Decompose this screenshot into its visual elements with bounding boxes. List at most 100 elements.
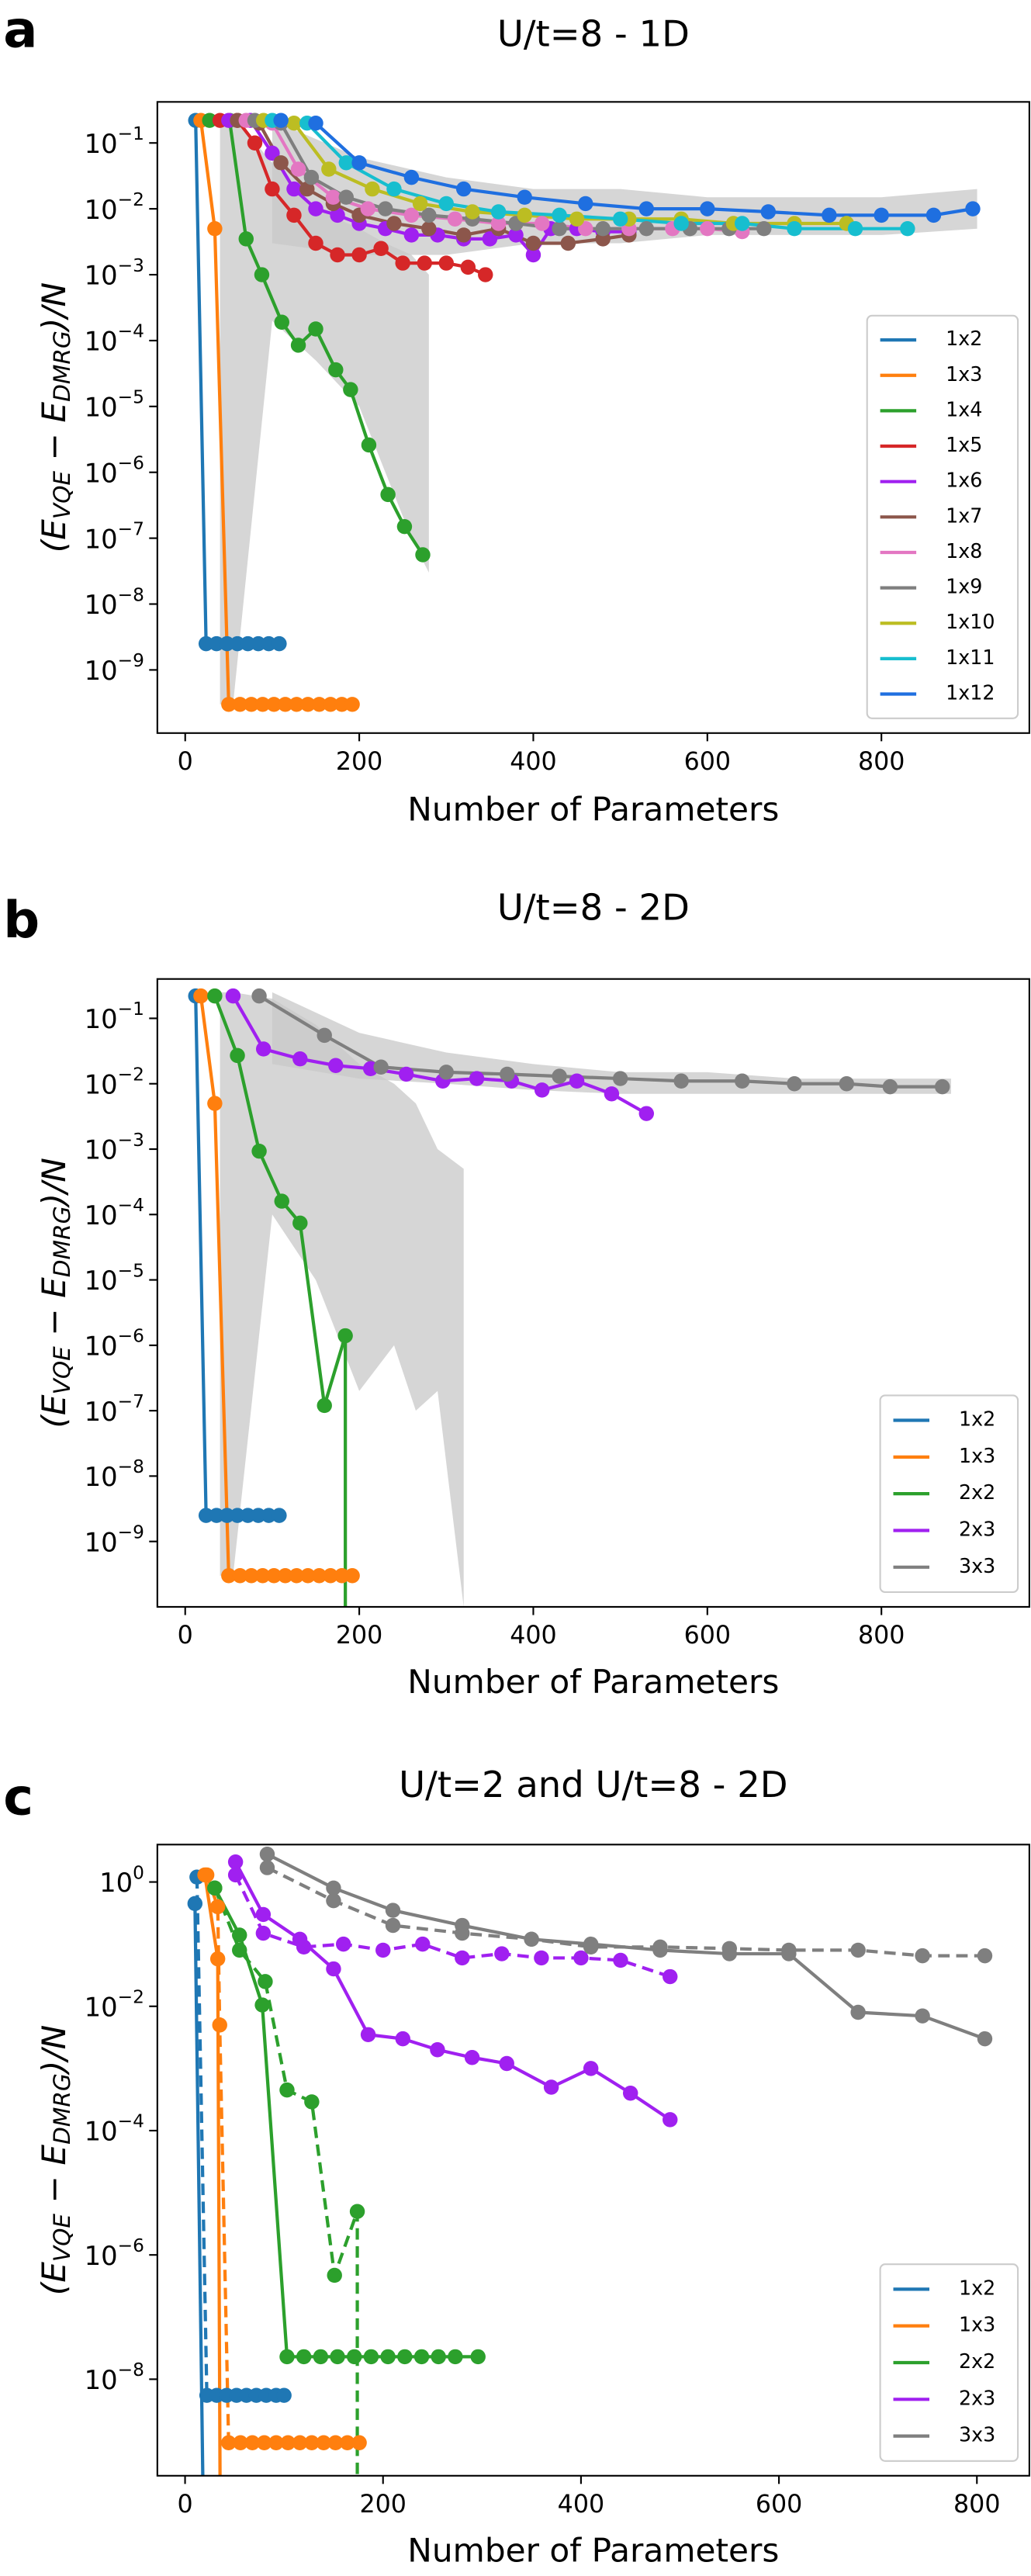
data-point [378, 201, 393, 216]
series-line [193, 1903, 205, 2476]
y-tick-base: 10 [85, 393, 118, 423]
y-tick-label: 10−6 [85, 2235, 144, 2271]
y-tick-label: 10−2 [85, 1987, 144, 2023]
legend-label: 2x3 [959, 1517, 995, 1540]
legend-label: 1x11 [946, 646, 995, 669]
data-point [396, 518, 413, 535]
x-tick-label: 200 [336, 1622, 382, 1650]
data-point [385, 1903, 401, 1918]
y-tick-label: 100 [99, 1862, 144, 1898]
data-point [525, 247, 541, 263]
y-tick-label: 10−5 [85, 387, 144, 423]
y-tick-base: 10 [85, 1397, 118, 1427]
data-point [328, 1058, 344, 1073]
data-point [311, 697, 327, 712]
data-point [839, 1076, 855, 1092]
y-tick-base: 10 [85, 2241, 118, 2271]
legend-label: 1x8 [946, 539, 982, 563]
x-axis-label: Number of Parameters [407, 791, 779, 829]
legend-label: 1x2 [946, 327, 982, 350]
y-axis-label: (EVQE − EDMRG)/N [34, 282, 74, 552]
x-axis-label: Number of Parameters [407, 1663, 779, 1701]
data-point [534, 216, 550, 231]
legend-label: 1x3 [946, 362, 982, 386]
data-point [290, 161, 306, 177]
data-point [525, 235, 541, 251]
data-point [198, 1508, 214, 1523]
data-point [289, 1568, 305, 1584]
x-tick-label: 400 [510, 748, 556, 776]
x-tick-label: 800 [858, 748, 905, 776]
data-point [337, 1730, 352, 1745]
data-point [612, 211, 628, 227]
data-point [238, 231, 254, 247]
data-point [334, 1568, 350, 1584]
y-tick-label: 10−4 [85, 1195, 144, 1231]
y-axis-label-part: VQE [48, 471, 74, 520]
y-tick-base: 10 [85, 129, 118, 159]
y-tick-exp: −2 [118, 1987, 144, 2008]
data-point [316, 2435, 331, 2450]
y-tick-base: 10 [85, 1200, 118, 1231]
y-tick-base: 10 [85, 590, 118, 620]
data-point [227, 1854, 244, 1870]
y-tick-exp: −3 [118, 255, 144, 276]
series-line [266, 1866, 985, 1958]
data-point [415, 547, 431, 563]
data-point [534, 1950, 549, 1966]
data-point [395, 2031, 410, 2047]
data-point [296, 1939, 312, 1955]
data-point [230, 1047, 245, 1064]
data-point [274, 314, 289, 330]
data-point [273, 155, 289, 171]
legend-label: 1x3 [959, 1444, 995, 1467]
data-point [361, 437, 377, 453]
y-tick-exp: −4 [118, 321, 144, 342]
data-point [209, 635, 224, 652]
y-axis-label-part: DMRG [48, 2073, 74, 2145]
y-tick-base: 10 [85, 1331, 118, 1362]
data-point [292, 2435, 308, 2450]
axes-frame [156, 101, 1030, 734]
data-point [638, 201, 655, 216]
data-point [202, 113, 217, 128]
data-point [279, 2082, 295, 2098]
data-point [583, 1939, 599, 1955]
data-point [438, 196, 454, 212]
data-point [313, 2349, 329, 2365]
data-point [351, 247, 367, 263]
data-point [276, 2387, 292, 2403]
series-line [213, 995, 348, 1607]
data-point [251, 988, 267, 1004]
y-tick-label: 10−9 [85, 650, 144, 686]
series-line [280, 119, 974, 217]
data-point [977, 1948, 993, 1964]
y-tick-label: 10−8 [85, 584, 144, 620]
y-tick-label: 10−6 [85, 452, 144, 488]
legend-label: 1x5 [946, 433, 982, 456]
data-point [612, 1071, 628, 1086]
y-axis-label-part: )/N [34, 1158, 72, 1208]
data-point [240, 635, 256, 652]
data-point [385, 1917, 401, 1934]
data-point [421, 220, 437, 237]
data-point [304, 2094, 320, 2110]
data-point [338, 189, 354, 205]
y-axis-label-part: − E [34, 2145, 72, 2214]
data-point [265, 181, 280, 197]
x-tick-label: 800 [953, 2491, 1000, 2519]
data-point [447, 211, 463, 227]
legend-label: 1x9 [946, 575, 982, 598]
data-point [207, 1096, 223, 1111]
data-point [397, 2349, 413, 2365]
y-tick-label: 10−4 [85, 321, 144, 357]
data-point [230, 1508, 245, 1523]
data-point [321, 161, 337, 177]
data-point [279, 2349, 295, 2365]
y-tick-exp: −4 [118, 2111, 144, 2132]
range-band [220, 116, 429, 705]
y-axis-label-part: VQE [48, 1346, 74, 1395]
data-point [266, 697, 282, 712]
data-point [292, 1051, 308, 1067]
legend-label: 2x3 [959, 2386, 995, 2409]
